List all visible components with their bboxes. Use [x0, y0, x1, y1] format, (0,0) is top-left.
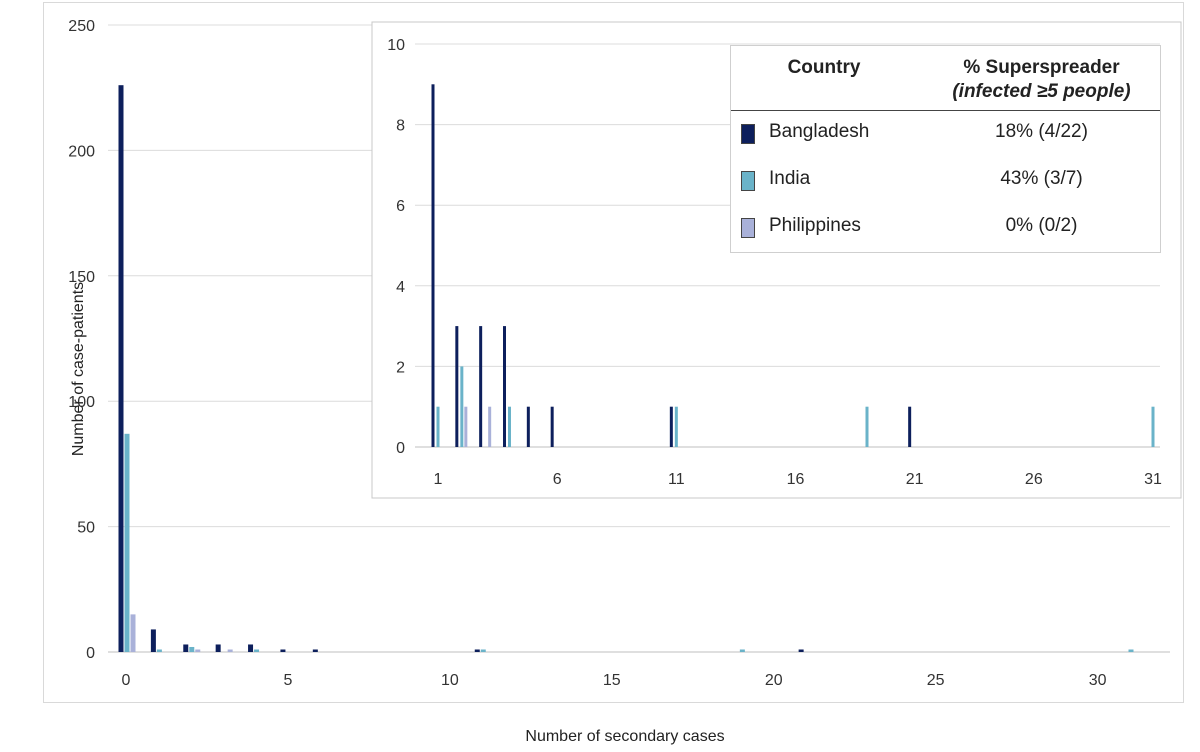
inset-bar-philippines [488, 406, 492, 447]
main-y-tick-label: 150 [68, 269, 95, 286]
inset-y-tick-label: 8 [396, 118, 405, 135]
main-bar-bangladesh [798, 649, 804, 652]
main-bar-india [156, 649, 162, 652]
main-y-tick-label: 100 [68, 394, 95, 411]
main-bar-bangladesh [215, 644, 221, 652]
legend-swatch [741, 171, 755, 191]
inset-x-tick-label: 1 [434, 471, 443, 488]
main-bar-india [254, 649, 260, 652]
legend-header-pct-line2: (infected ≥5 people) [952, 81, 1131, 102]
main-x-tick-label: 15 [603, 672, 621, 689]
legend-header-pct-line1: % Superspreader [963, 57, 1120, 78]
inset-bar-bangladesh [455, 326, 459, 447]
inset-bar-india [1151, 406, 1155, 447]
legend-row: Philippines 0% (0/2) [731, 213, 1160, 243]
main-y-tick-label: 200 [68, 143, 95, 160]
main-x-tick-label: 5 [283, 672, 292, 689]
legend-header-pct: % Superspreader (infected ≥5 people) [921, 56, 1162, 104]
inset-bar-india [436, 406, 440, 447]
inset-x-tick-label: 16 [787, 471, 805, 488]
inset-bar-india [674, 406, 678, 447]
main-x-tick-label: 0 [122, 672, 131, 689]
main-bar-india [124, 433, 130, 652]
main-bar-india [739, 649, 745, 652]
main-y-tick-label: 0 [86, 645, 95, 662]
main-bar-bangladesh [150, 629, 156, 652]
legend-swatch [741, 218, 755, 238]
main-bar-philippines [195, 649, 201, 652]
legend-country: Philippines [769, 215, 861, 236]
legend-value: 43% (3/7) [1000, 168, 1083, 189]
main-y-tick-label: 250 [68, 18, 95, 35]
legend-country: India [769, 168, 811, 189]
main-x-tick-label: 30 [1089, 672, 1107, 689]
main-bar-bangladesh [474, 649, 480, 652]
inset-bar-india [508, 406, 511, 447]
inset-x-tick-label: 21 [906, 471, 924, 488]
inset-x-tick-label: 6 [553, 471, 562, 488]
main-bar-philippines [227, 649, 233, 652]
legend-divider [731, 110, 1160, 111]
inset-bar-bangladesh [669, 406, 673, 447]
legend-header-country: Country [787, 57, 861, 78]
main-bar-philippines [130, 614, 136, 652]
inset-x-tick-label: 11 [668, 471, 685, 488]
legend-swatch [741, 124, 755, 144]
main-bar-bangladesh [183, 644, 189, 652]
main-bar-bangladesh [118, 85, 124, 652]
inset-y-tick-label: 0 [396, 440, 405, 457]
inset-bar-bangladesh [908, 406, 912, 447]
inset-x-tick-label: 26 [1025, 471, 1043, 488]
main-x-tick-label: 20 [765, 672, 783, 689]
inset-y-tick-label: 10 [387, 37, 405, 54]
main-x-tick-label: 25 [927, 672, 945, 689]
inset-bar-philippines [464, 406, 468, 447]
y-axis-label: Number of case-patients [70, 281, 88, 457]
main-bar-bangladesh [248, 644, 254, 652]
inset-bar-bangladesh [479, 326, 483, 447]
inset-bar-india [460, 366, 464, 447]
main-bar-bangladesh [280, 649, 286, 652]
chart-frame [43, 2, 1184, 703]
main-bar-india [480, 649, 486, 652]
main-bar-bangladesh [312, 649, 318, 652]
main-bar-india [189, 646, 195, 652]
inset-bar-india [865, 406, 869, 447]
inset-bar-bangladesh [526, 406, 530, 447]
inset-bar-bangladesh [503, 326, 506, 447]
inset-y-tick-label: 6 [396, 198, 405, 215]
inset-bar-bangladesh [550, 406, 554, 447]
main-bar-india [1128, 649, 1134, 652]
main-y-tick-label: 50 [77, 520, 95, 537]
legend-row: India 43% (3/7) [731, 166, 1160, 196]
inset-y-tick-label: 4 [396, 279, 405, 296]
inset-x-tick-label: 31 [1144, 471, 1162, 488]
legend-value: 0% (0/2) [1005, 215, 1078, 236]
inset-bar-bangladesh [431, 84, 435, 448]
legend-value: 18% (4/22) [995, 121, 1088, 142]
main-x-tick-label: 10 [441, 672, 459, 689]
legend-row: Bangladesh 18% (4/22) [731, 119, 1160, 149]
inset-y-tick-label: 2 [396, 359, 405, 376]
legend-country: Bangladesh [769, 121, 870, 142]
x-axis-label: Number of secondary cases [525, 728, 725, 745]
legend-table: Country % Superspreader (infected ≥5 peo… [730, 45, 1161, 253]
